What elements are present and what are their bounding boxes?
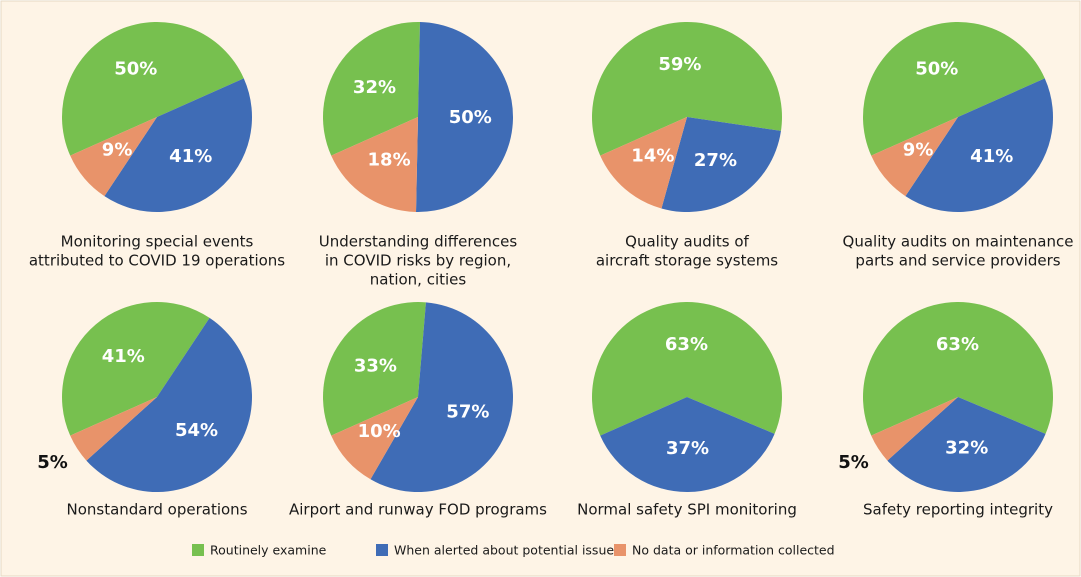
pie-slice	[592, 22, 783, 156]
pie-slice	[323, 302, 426, 436]
pie-slice	[331, 397, 418, 480]
pie-title: aircraft storage systems	[596, 252, 778, 270]
slice-label: 37%	[666, 438, 709, 459]
slice-label: 5%	[37, 452, 68, 473]
pie-slice	[323, 22, 420, 156]
legend-label: No data or information collected	[632, 543, 835, 558]
slice-label: 41%	[102, 346, 145, 367]
pie-slice	[62, 22, 244, 156]
pie-slice	[661, 117, 781, 213]
pie-slice	[86, 317, 252, 492]
pie-slice	[871, 117, 958, 197]
slice-label: 63%	[936, 334, 979, 355]
slice-label: 59%	[658, 54, 701, 75]
pie-title: Safety reporting integrity	[863, 501, 1053, 519]
pie-slice	[70, 397, 157, 461]
slice-label: 63%	[665, 334, 708, 355]
legend-swatch	[614, 544, 626, 556]
legend-swatch	[376, 544, 388, 556]
pie-title: Monitoring special events	[61, 233, 254, 251]
slice-label: 18%	[368, 150, 411, 171]
slice-label: 9%	[903, 140, 934, 161]
pie-slice	[370, 302, 513, 493]
slice-label: 32%	[353, 77, 396, 98]
pie-slice	[863, 302, 1054, 436]
pie-slice	[600, 397, 775, 493]
pie-slice	[600, 117, 687, 209]
pie-slice	[905, 78, 1054, 213]
pie-slice	[331, 117, 418, 212]
pie-title: Normal safety SPI monitoring	[577, 501, 797, 519]
slice-label: 41%	[970, 146, 1013, 167]
slice-label: 57%	[446, 402, 489, 423]
slice-label: 27%	[694, 150, 737, 171]
pie-title: in COVID risks by region,	[325, 252, 511, 270]
legend-swatch	[192, 544, 204, 556]
pie-slice	[863, 21, 1045, 156]
pie-title: parts and service providers	[855, 252, 1060, 270]
slice-label: 14%	[631, 146, 674, 167]
pie-title: Quality audits on maintenance	[843, 233, 1074, 251]
legend-label: Routinely examine	[210, 543, 327, 558]
slice-label: 50%	[915, 58, 958, 79]
pie-title: attributed to COVID 19 operations	[29, 252, 285, 270]
pie-title: Airport and runway FOD programs	[289, 501, 547, 519]
pie-slice	[871, 397, 958, 461]
pie-title: Nonstandard operations	[66, 501, 247, 519]
slice-label: 10%	[358, 421, 401, 442]
slice-label: 32%	[945, 438, 988, 459]
pie-title: Understanding differences	[319, 233, 518, 251]
slice-label: 41%	[169, 146, 212, 167]
slice-label: 54%	[175, 420, 218, 441]
pie-slice	[887, 397, 1046, 492]
pie-title: nation, cities	[370, 271, 467, 289]
pie-slice	[70, 117, 157, 197]
slice-label: 5%	[838, 452, 869, 473]
slice-label: 50%	[449, 107, 492, 128]
pie-slice	[104, 78, 253, 213]
slice-label: 50%	[114, 58, 157, 79]
legend-label: When alerted about potential issues	[394, 543, 621, 558]
slice-label: 33%	[354, 356, 397, 377]
slice-label: 9%	[102, 140, 133, 161]
pie-title: Quality audits of	[625, 233, 749, 251]
pie-slice	[61, 301, 210, 436]
pie-slice	[416, 22, 513, 213]
pie-slice	[592, 302, 783, 436]
